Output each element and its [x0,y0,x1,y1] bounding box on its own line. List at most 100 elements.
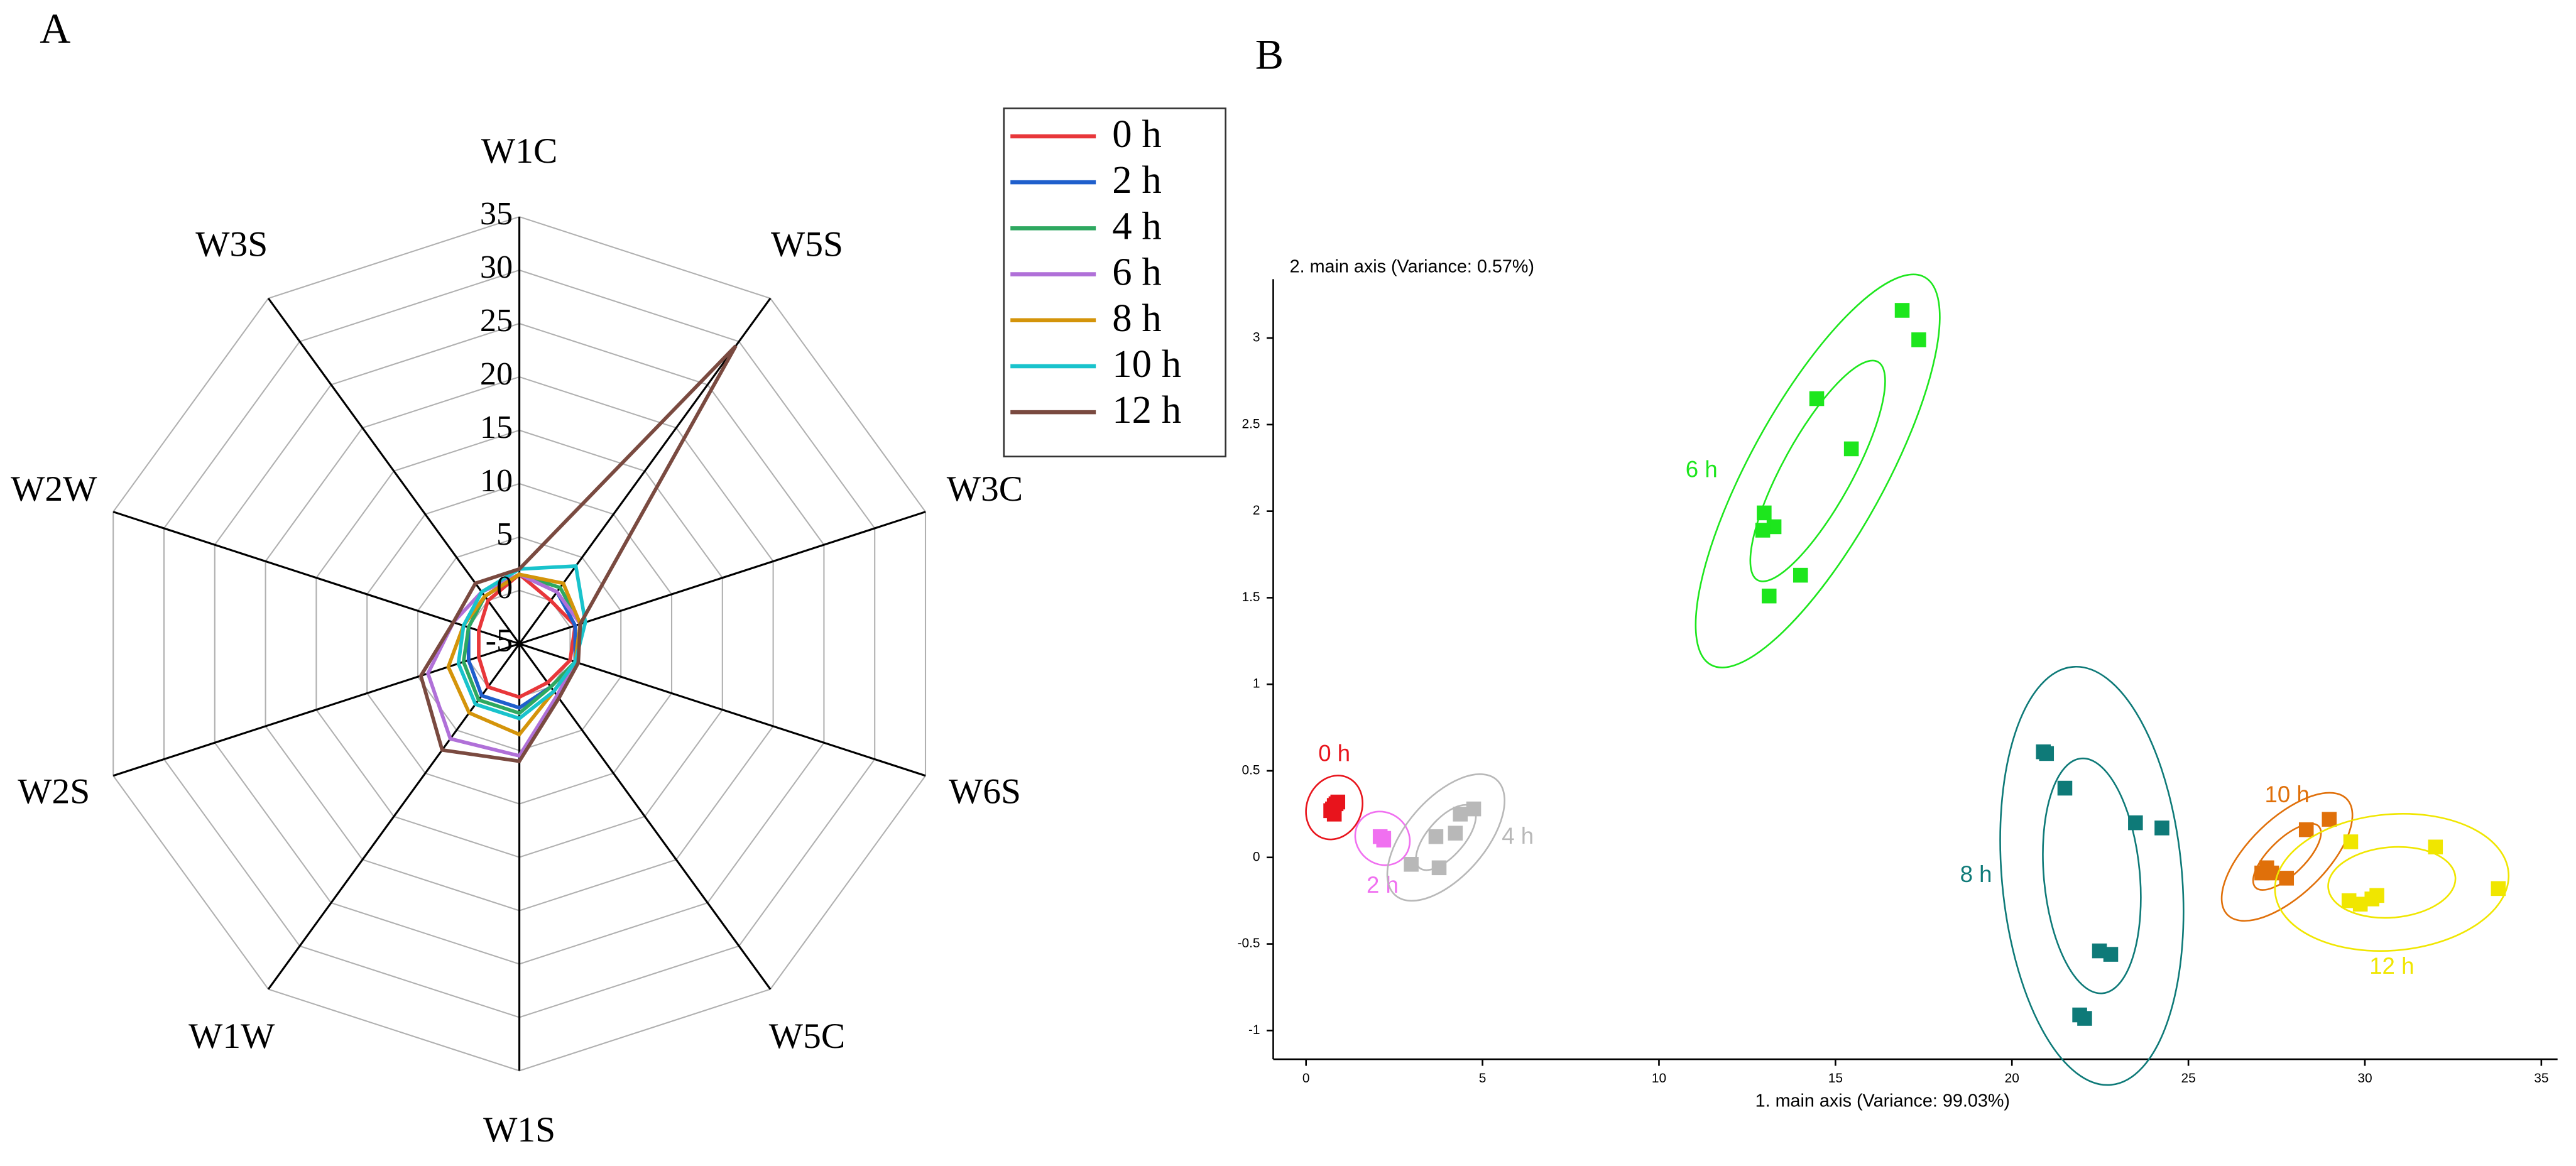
r-tick-label: 15 [480,409,513,445]
point [2341,893,2357,908]
legend-label: 10 h [1112,342,1181,386]
x-tick-label: 15 [1828,1071,1843,1086]
outer-ellipse [1695,273,1941,668]
point [1809,391,1825,406]
group-label: 4 h [1502,823,1534,849]
point [2369,888,2384,903]
series-line [456,564,587,721]
outer-ellipse [2274,813,2510,952]
point [1448,825,1463,841]
point [2103,947,2119,962]
point [2298,822,2314,837]
panel-label: B [1255,31,1284,79]
point [1755,523,1771,538]
point [1843,441,1859,457]
y-tick-label: 2 [1253,503,1260,518]
y-tick-label: 0.5 [1242,763,1260,778]
point [1376,831,1392,846]
point [1793,567,1808,583]
r-tick-label: 10 [480,462,513,499]
point [1911,332,1926,347]
x-axis-label: 1. main axis (Variance: 99.03%) [1755,1091,2010,1111]
point [2352,896,2368,912]
point [2077,1011,2092,1026]
x-tick-label: 30 [2357,1071,2372,1086]
inner-ellipse [2042,757,2142,994]
axis-label: W5C [769,1016,845,1056]
point [2428,839,2443,855]
group-label: 8 h [1960,861,1992,887]
axis-label: W5S [771,225,843,264]
legend-label: 8 h [1112,296,1161,340]
legend-label: 4 h [1112,204,1161,248]
point [1761,588,1777,604]
legend-label: 0 h [1112,112,1161,156]
r-tick-label: 20 [480,356,513,392]
inner-ellipse [2327,846,2457,919]
outer-ellipse [1999,665,2185,1086]
spoke [112,643,520,777]
y-tick-label: 0 [1253,849,1260,864]
y-tick-label: 2.5 [1242,417,1260,431]
point [1404,857,1419,872]
r-tick-label: 25 [480,302,513,339]
point [2491,881,2506,896]
point [1328,796,1344,812]
spoke [267,297,520,645]
legend-box [1003,107,1226,458]
point [1757,505,1772,521]
point [2128,815,2143,831]
axis-label: W1C [481,131,557,171]
r-tick-label: 30 [480,249,513,285]
outer-ellipse [2220,792,2354,922]
x-tick-label: 5 [1479,1071,1487,1086]
y-tick-label: -0.5 [1238,936,1260,951]
x-tick-label: 25 [2181,1071,2195,1086]
y-tick-label: -1 [1248,1023,1260,1037]
outer-ellipse [1354,810,1411,866]
axis-label: W1S [483,1110,555,1150]
spoke [519,643,926,777]
point [2264,865,2279,881]
x-tick-label: 20 [2005,1071,2019,1086]
axis-label: W1W [188,1016,275,1056]
r-tick-label: 35 [480,195,513,232]
point [2057,780,2073,796]
r-tick-label: -5 [486,623,513,659]
axis-label: W3S [195,225,268,264]
group-label: 10 h [2265,782,2310,807]
y-tick-label: 3 [1253,330,1260,345]
axis-label: W2S [18,772,90,812]
x-tick-label: 35 [2534,1071,2548,1086]
series-line [418,344,738,763]
group-label: 6 h [1686,456,1718,482]
series-line [477,572,577,699]
legend-label: 2 h [1112,158,1161,202]
y-axis-label: 2. main axis (Variance: 0.57%) [1290,257,1534,277]
outer-ellipse [1386,773,1505,902]
series-line [426,572,582,758]
legend-label: 6 h [1112,250,1161,294]
panel-label: A [40,4,70,52]
outer-ellipse [1305,775,1364,841]
point [2092,943,2107,959]
legend-label: 12 h [1112,388,1181,432]
group-label: 12 h [2369,953,2414,979]
point [2322,812,2337,827]
point [1894,303,1910,318]
spoke [518,643,772,990]
point [2039,746,2055,761]
axis-label: W2W [11,469,97,509]
y-tick-label: 1.5 [1242,590,1260,604]
point [1766,519,1782,535]
point [2154,820,2169,836]
r-tick-label: 0 [496,569,513,606]
group-label: 0 h [1318,741,1350,766]
point [1428,829,1444,844]
point [1431,860,1447,876]
y-tick-label: 1 [1253,677,1260,691]
axis-label: W3C [947,469,1023,509]
inner-ellipse [2252,822,2322,891]
point [2279,871,2295,886]
